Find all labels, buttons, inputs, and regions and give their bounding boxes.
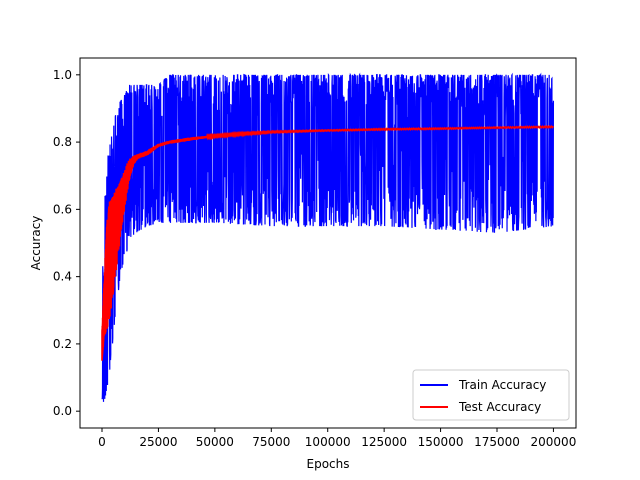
test-accuracy-line [101,124,555,361]
y-tick-label: 0.4 [53,270,72,284]
x-tick-label: 200000 [531,435,577,449]
legend-label-train: Train Accuracy [458,378,546,392]
x-tick-label: 50000 [196,435,234,449]
y-tick-label: 1.0 [53,68,72,82]
legend-label-test: Test Accuracy [458,400,541,414]
x-axis-label: Epochs [307,457,350,471]
x-tick-label: 100000 [305,435,351,449]
y-axis-label: Accuracy [29,216,43,271]
plot-area [101,72,555,402]
y-tick-label: 0.8 [53,135,72,149]
x-tick-label: 125000 [361,435,407,449]
x-tick-label: 25000 [139,435,177,449]
legend: Train Accuracy Test Accuracy [412,369,570,421]
y-tick-label: 0.0 [53,404,72,418]
x-tick-label: 150000 [418,435,464,449]
x-tick-label: 175000 [474,435,520,449]
y-tick-label: 0.2 [53,337,72,351]
train-accuracy-series [101,72,555,402]
legend-box [412,369,570,421]
train-accuracy-line [101,72,555,402]
x-axis-ticks: 0 25000 50000 75000 100000 125000 150000 175000… [98,428,576,449]
y-tick-label: 0.6 [53,202,72,216]
y-axis-ticks: 0.0 0.2 0.4 0.6 0.8 1.0 [53,68,80,418]
test-accuracy-series [101,124,555,361]
x-tick-label: 0 [98,435,106,449]
x-tick-label: 75000 [252,435,290,449]
